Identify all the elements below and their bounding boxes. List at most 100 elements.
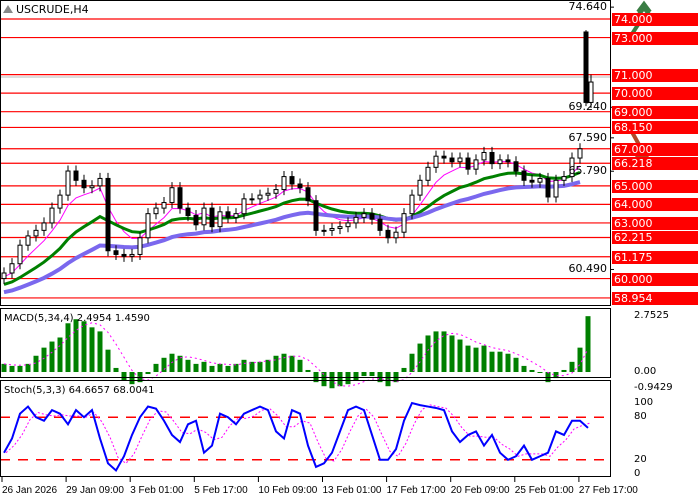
candle-body — [129, 253, 135, 257]
ma-medium-line — [3, 171, 581, 286]
time-axis-label: 13 Feb 01:00 — [322, 485, 382, 496]
macd-bar — [321, 372, 327, 387]
macd-bar — [89, 327, 95, 372]
candle-body — [97, 177, 103, 187]
time-axis-label: 20 Feb 09:00 — [450, 485, 510, 496]
macd-bar — [153, 363, 159, 372]
macd-bar — [577, 347, 583, 372]
level-label: 73.000 — [612, 31, 698, 45]
macd-bar — [409, 353, 415, 372]
macd-bar — [217, 363, 223, 372]
macd-bar — [41, 347, 47, 372]
level-label: 60.000 — [612, 272, 698, 286]
level-label: 69.000 — [612, 105, 698, 119]
candle-body — [81, 179, 87, 189]
candle-body — [121, 253, 127, 257]
macd-bar — [273, 355, 279, 372]
candle-body — [273, 189, 279, 194]
macd-bar — [441, 331, 447, 372]
macd-bar — [457, 339, 463, 372]
macd-bar — [281, 353, 287, 372]
macd-bar — [225, 365, 231, 372]
candle-body — [345, 222, 351, 228]
candle-body — [65, 170, 71, 196]
pane-frames — [0, 0, 611, 477]
candle-body — [41, 222, 47, 231]
candle-body — [449, 157, 455, 163]
candle-body — [577, 148, 583, 159]
time-axis-label: 10 Feb 09:00 — [258, 485, 318, 496]
candle-body — [329, 228, 335, 231]
macd-bar — [97, 331, 103, 372]
macd-bar — [449, 335, 455, 372]
support-resistance-levels — [0, 18, 610, 299]
price-axis-tick: 65.790 — [568, 164, 608, 178]
candle-body — [393, 231, 399, 239]
level-label: 62.215 — [612, 231, 698, 245]
candle-body — [417, 179, 423, 196]
candle-body — [361, 213, 367, 218]
candle-body — [281, 176, 287, 191]
macd-bar — [193, 363, 199, 372]
macd-bar — [257, 361, 263, 372]
candle-body — [521, 170, 527, 181]
macd-bar — [201, 361, 207, 372]
macd-bar — [289, 355, 295, 372]
macd-bar — [49, 341, 55, 372]
candle-body — [169, 187, 175, 204]
macd-bar — [9, 365, 15, 372]
candle-body — [105, 177, 111, 252]
level-label: 71.000 — [612, 68, 698, 82]
time-axis-ticks — [1, 6, 614, 482]
candle-body — [137, 237, 143, 255]
collapse-triangle-icon[interactable] — [3, 5, 13, 13]
candle-body — [441, 155, 447, 159]
macd-bar — [489, 351, 495, 372]
candle-body — [497, 159, 503, 165]
stoch-axis-label: 20 — [634, 453, 647, 465]
macd-bar — [337, 372, 343, 387]
candle-body — [588, 81, 594, 103]
macd-bar — [513, 357, 519, 372]
candle-body — [49, 207, 55, 224]
time-axis-label: 29 Jan 09:00 — [66, 485, 124, 496]
macd-bar — [161, 357, 167, 372]
macd-bar — [265, 359, 271, 372]
candle-body — [305, 187, 311, 202]
macd-bar — [233, 363, 239, 372]
level-label: 58.954 — [612, 291, 698, 305]
candle-body — [489, 151, 495, 165]
macd-bar — [465, 345, 471, 372]
macd-bar — [113, 367, 119, 372]
candlesticks — [1, 30, 594, 285]
macd-bar — [305, 369, 311, 372]
candle-body — [377, 218, 383, 231]
macd-bar — [209, 365, 215, 372]
candle-body — [457, 157, 463, 163]
candle-body — [353, 216, 359, 224]
macd-bar — [521, 365, 527, 372]
candle-body — [1, 272, 7, 280]
macd-bar — [241, 359, 247, 372]
macd-bar — [353, 372, 359, 381]
candle-body — [433, 155, 439, 168]
candle-body — [217, 211, 223, 228]
candle-body — [25, 235, 31, 246]
time-axis-label: 3 Feb 01:00 — [130, 485, 184, 496]
time-axis-label: 17 Feb 17:00 — [386, 485, 446, 496]
macd-bar — [505, 353, 511, 372]
macd-axis-label: 2.7525 — [634, 310, 669, 321]
candle-body — [257, 194, 263, 200]
macd-bar — [553, 372, 559, 379]
macd-bar — [585, 316, 591, 372]
stoch-axis-label: 80 — [634, 411, 647, 423]
stoch-axis-label: 0 — [634, 468, 641, 479]
macd-bar — [33, 355, 39, 372]
candle-body — [265, 192, 271, 196]
level-label: 64.000 — [612, 198, 698, 212]
macd-bar — [177, 355, 183, 372]
candle-body — [209, 207, 215, 228]
macd-bar — [105, 349, 111, 372]
candle-body — [409, 194, 415, 215]
